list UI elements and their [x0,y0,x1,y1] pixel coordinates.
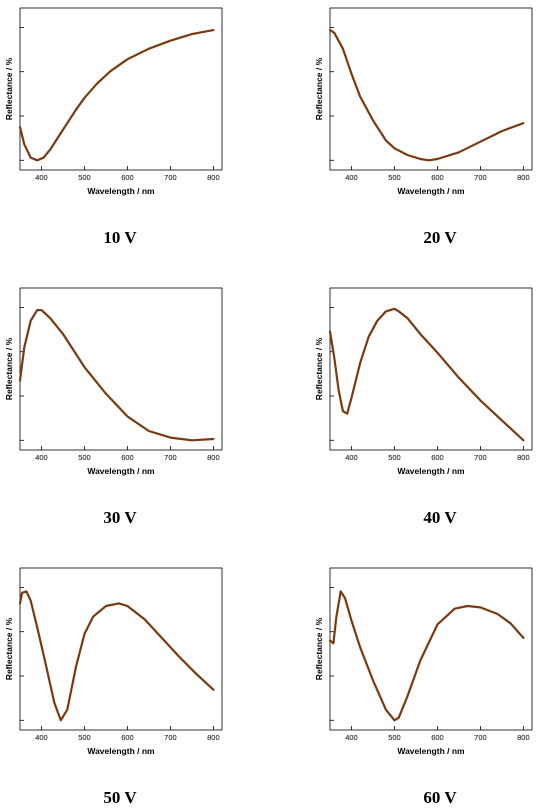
x-tick-label: 500 [388,733,401,742]
chart-panel-5: 400 500 600 700 800 Wavelength / nm Reflectanc… [4,567,223,756]
x-axis-label: Wavelength / nm [397,466,465,476]
reflectance-curve [18,309,215,442]
reflectance-curve [328,590,525,722]
x-axis-label: Wavelength / nm [87,746,155,756]
x-axis-label: Wavelength / nm [87,466,155,476]
x-tick-label: 700 [474,733,487,742]
x-tick-label: 800 [207,733,220,742]
x-tick-label: 400 [35,453,48,462]
chart-panel-3: 400 500 600 700 800 Wavelength / nm Reflectanc… [4,287,223,476]
x-tick-label: 700 [164,733,177,742]
x-tick-label: 500 [78,173,91,182]
x-tick-label: 800 [207,453,220,462]
y-axis-label: Reflectance / % [4,57,14,120]
y-axis-label: Reflectance / % [4,337,14,400]
x-tick-label: 700 [474,173,487,182]
x-tick-label: 600 [431,733,444,742]
chart-panel-2: 400 500 600 700 800 Wavelength / nm Reflectanc… [314,7,533,196]
plot-frame [329,287,533,451]
x-axis-label: Wavelength / nm [397,186,465,196]
x-tick-label: 800 [517,453,530,462]
chart-caption-3: 30 V [103,508,137,527]
y-axis-label: Reflectance / % [314,617,324,680]
x-tick-label: 600 [431,173,444,182]
x-tick-label: 500 [388,173,401,182]
x-tick-label: 700 [164,173,177,182]
x-tick-label: 800 [517,733,530,742]
x-tick-label: 500 [78,453,91,462]
y-axis-label: Reflectance / % [4,617,14,680]
chart-caption-6: 60 V [423,788,457,807]
x-tick-label: 600 [431,453,444,462]
plot-frame [19,287,223,451]
x-tick-label: 700 [164,453,177,462]
chart-panel-4: 400 500 600 700 800 Wavelength / nm Reflectanc… [314,287,533,476]
x-tick-label: 400 [35,173,48,182]
x-tick-label: 700 [474,453,487,462]
x-tick-label: 600 [121,453,134,462]
chart-caption-5: 50 V [103,788,137,807]
chart-panel-1: 400 500 600 700 800 Wavelength / nm Reflectanc… [4,7,223,196]
reflectance-curve [328,307,525,442]
reflectance-curve [18,590,215,722]
chart-caption-1: 10 V [103,228,137,247]
reflectance-curve [18,29,215,162]
plot-frame [329,567,533,731]
plot-frame [19,567,223,731]
chart-panel-6: 400 500 600 700 800 Wavelength / nm Reflectanc… [314,567,533,756]
y-axis-label: Reflectance / % [314,337,324,400]
x-tick-label: 400 [35,733,48,742]
x-tick-label: 600 [121,733,134,742]
plot-frame [19,7,223,171]
reflectance-curve [328,29,525,162]
chart-caption-4: 40 V [423,508,457,527]
x-tick-label: 500 [78,733,91,742]
x-axis-label: Wavelength / nm [397,746,465,756]
x-tick-label: 400 [345,733,358,742]
x-tick-label: 800 [207,173,220,182]
y-axis-label: Reflectance / % [314,57,324,120]
plot-frame [329,7,533,171]
chart-caption-2: 20 V [423,228,457,247]
x-tick-label: 800 [517,173,530,182]
x-tick-label: 400 [345,173,358,182]
x-tick-label: 600 [121,173,134,182]
x-tick-label: 400 [345,453,358,462]
x-axis-label: Wavelength / nm [87,186,155,196]
x-tick-label: 500 [388,453,401,462]
